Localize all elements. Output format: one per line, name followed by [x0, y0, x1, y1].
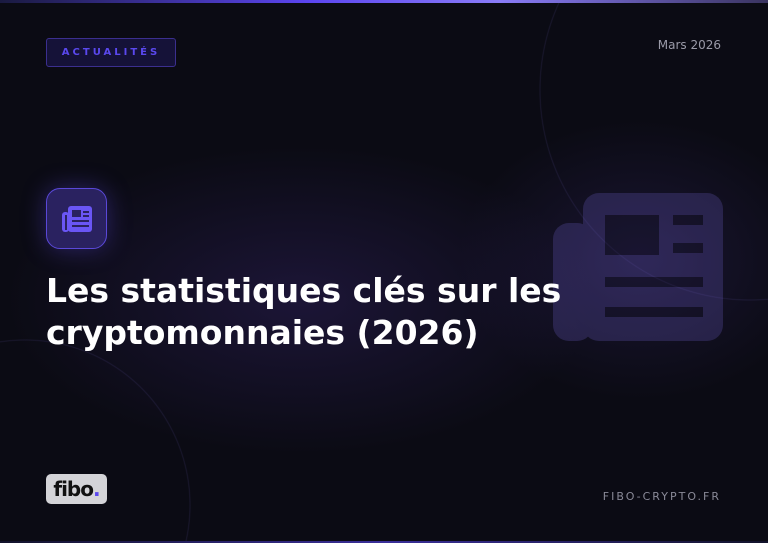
date: Mars 2026 [657, 38, 721, 52]
title-line-1: Les statistiques clés sur les [46, 271, 562, 310]
newspaper-icon-box [46, 188, 107, 249]
bottom-accent-bar [0, 541, 768, 543]
category-badge: ACTUALITÉS [46, 38, 176, 67]
website-url: FIBO-CRYPTO.FR [602, 490, 721, 503]
fibo-logo: fibo. [46, 474, 107, 504]
newspaper-icon [61, 205, 92, 232]
title-line-2: cryptomonnaies (2026) [46, 313, 479, 352]
logo-text: fibo [53, 477, 94, 501]
newspaper-watermark-icon [553, 193, 723, 341]
logo-dot: . [93, 477, 101, 501]
page-title: Les statistiques clés sur les cryptomonna… [46, 270, 646, 354]
top-accent-bar [0, 0, 768, 3]
